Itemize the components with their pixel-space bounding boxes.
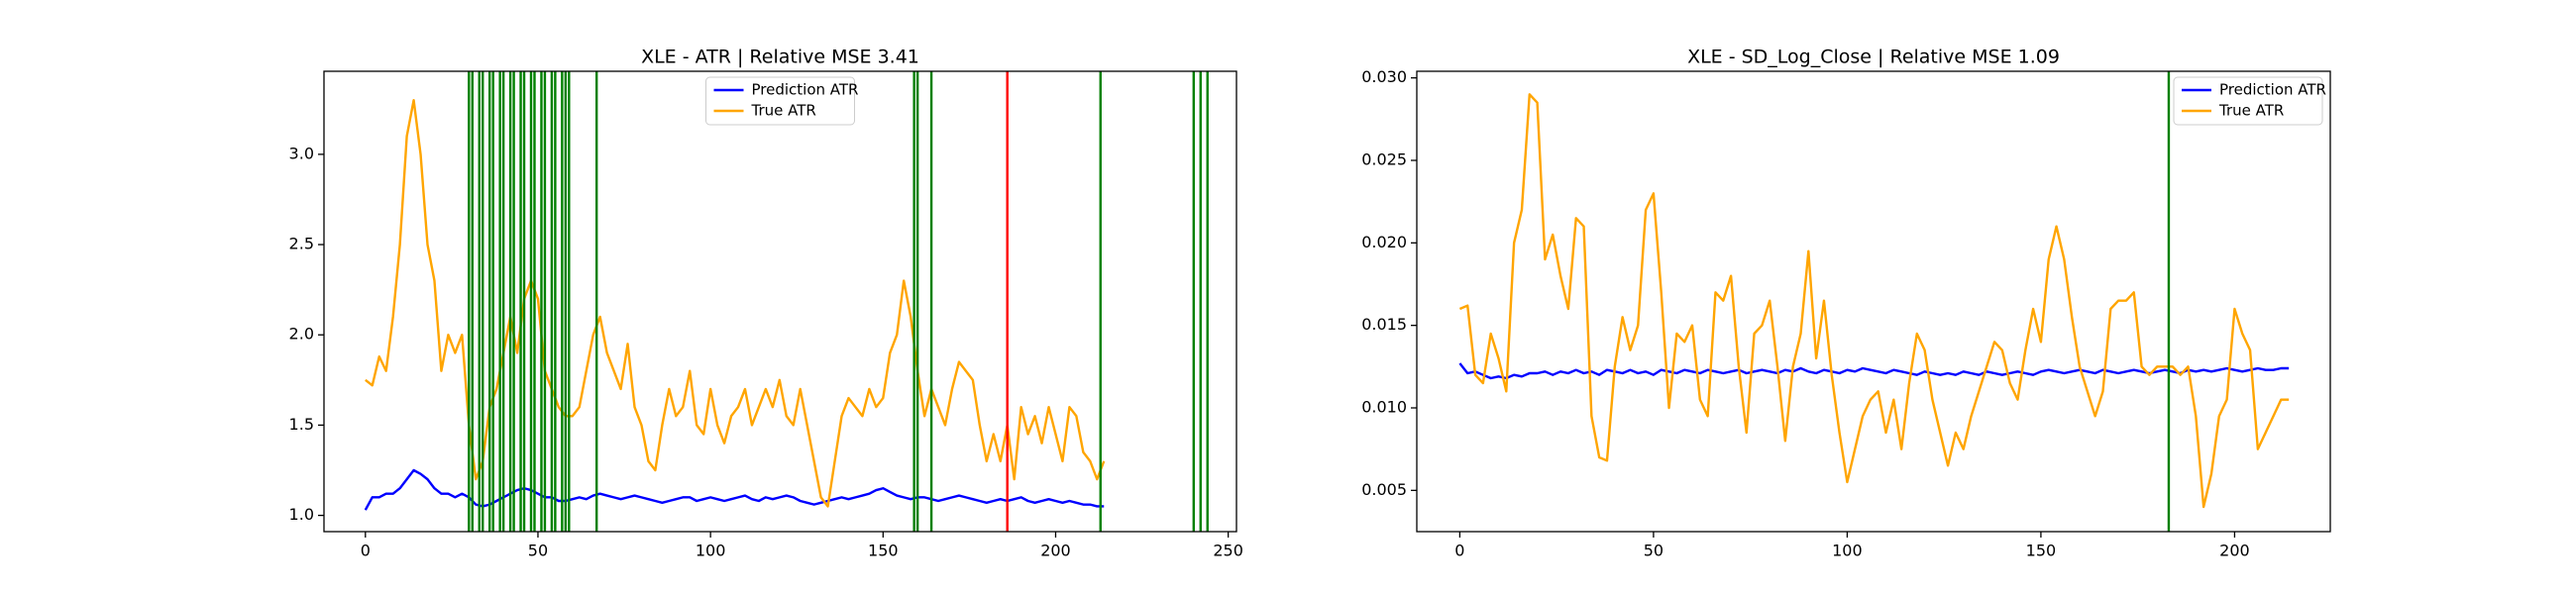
x-tick-label: 100 xyxy=(1832,542,1863,560)
y-tick-label: 1.0 xyxy=(289,505,314,524)
legend: Prediction ATR True ATR xyxy=(2173,76,2326,126)
y-tick-label: 0.020 xyxy=(1361,233,1407,251)
legend-label: Prediction ATR xyxy=(2219,81,2326,99)
y-tick-label: 0.005 xyxy=(1361,480,1407,499)
x-tick-label: 0 xyxy=(361,542,371,560)
x-tick-label: 100 xyxy=(696,542,726,560)
axes-frame xyxy=(1416,70,2331,533)
series-line xyxy=(365,98,1106,508)
x-tick-label: 50 xyxy=(528,542,548,560)
chart-title: XLE - SD_Log_Close | Relative MSE 1.09 xyxy=(1687,47,2060,68)
plot-area xyxy=(364,71,1209,532)
plot-area xyxy=(1458,71,2290,532)
subplot: XLE - ATR | Relative MSE 3.41 0 50 100 150 20… xyxy=(289,47,1243,560)
x-tick-label: 150 xyxy=(2026,542,2057,560)
axes-frame xyxy=(323,70,1237,533)
y-tick-label: 1.5 xyxy=(289,415,314,434)
chart-title: XLE - ATR | Relative MSE 3.41 xyxy=(641,47,919,68)
y-tick-label: 0.030 xyxy=(1361,67,1407,86)
y-tick-label: 3.0 xyxy=(289,144,314,162)
legend: Prediction ATR True ATR xyxy=(705,76,859,126)
series-line xyxy=(1458,93,2290,509)
x-tick-label: 200 xyxy=(2219,542,2250,560)
legend-label: Prediction ATR xyxy=(752,81,859,99)
y-tick-label: 0.010 xyxy=(1361,398,1407,417)
y-tick-label: 2.5 xyxy=(289,235,314,253)
y-tick-label: 2.0 xyxy=(289,325,314,344)
x-tick-label: 200 xyxy=(1040,542,1071,560)
subplot: XLE - SD_Log_Close | Relative MSE 1.09 0 5… xyxy=(1361,47,2331,560)
x-tick-label: 250 xyxy=(1213,542,1243,560)
legend-label: True ATR xyxy=(751,102,816,120)
x-tick-label: 0 xyxy=(1454,542,1464,560)
y-tick-label: 0.015 xyxy=(1361,315,1407,334)
x-tick-label: 50 xyxy=(1644,542,1664,560)
y-tick-label: 0.025 xyxy=(1361,150,1407,169)
x-tick-label: 150 xyxy=(868,542,899,560)
legend-label: True ATR xyxy=(2218,102,2284,120)
